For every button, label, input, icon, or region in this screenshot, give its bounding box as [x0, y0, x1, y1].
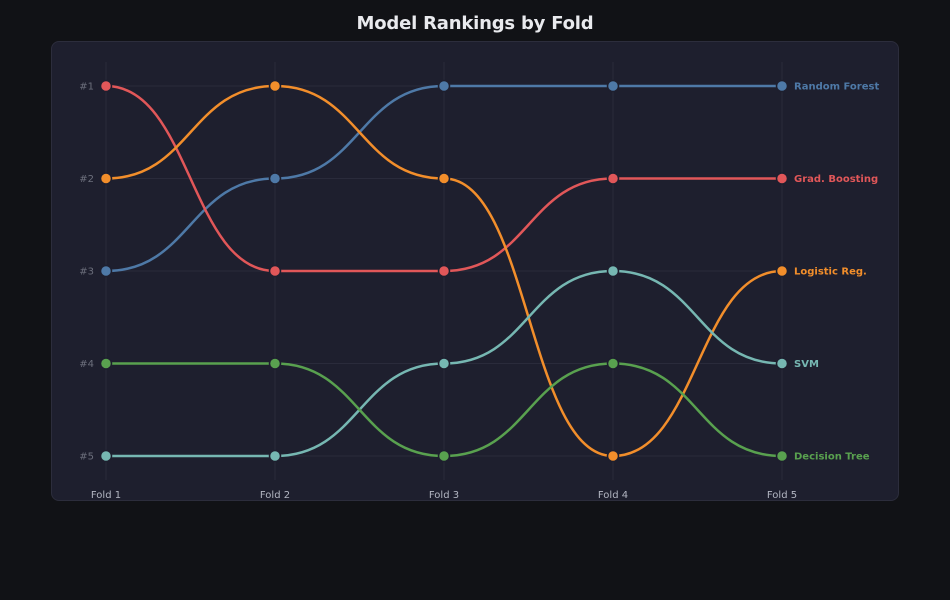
x-tick-label: Fold 1: [91, 490, 121, 501]
series-points: [99, 79, 789, 463]
data-point: [775, 449, 789, 463]
data-point: [268, 357, 282, 370]
y-tick-label: #2: [79, 174, 94, 185]
data-point: [437, 264, 451, 278]
x-tick-label: Fold 2: [260, 490, 290, 501]
data-point: [99, 264, 113, 278]
data-point: [775, 79, 789, 93]
series-end-label: Decision Tree: [794, 452, 870, 463]
data-point: [775, 357, 789, 370]
data-point: [606, 449, 620, 463]
series-end-label: Random Forest: [794, 82, 879, 93]
x-tick-label: Fold 3: [429, 490, 459, 501]
y-tick-label: #1: [79, 82, 94, 93]
data-point: [437, 357, 451, 370]
data-point: [437, 79, 451, 93]
data-point: [437, 449, 451, 463]
data-point: [268, 172, 282, 185]
series-end-label: Logistic Reg.: [794, 267, 867, 278]
series-line: [104, 269, 784, 458]
data-point: [99, 449, 113, 463]
data-point: [606, 264, 620, 278]
data-point: [268, 264, 282, 278]
data-point: [268, 79, 282, 93]
y-tick-label: #5: [79, 452, 94, 463]
data-point: [268, 449, 282, 463]
data-point: [606, 79, 620, 93]
data-point: [606, 357, 620, 370]
series-end-label: SVM: [794, 359, 819, 370]
data-point: [437, 172, 451, 185]
series-end-label: Grad. Boosting: [794, 174, 878, 185]
data-point: [99, 172, 113, 185]
x-tick-label: Fold 4: [598, 490, 628, 501]
x-tick-label: Fold 5: [767, 490, 797, 501]
data-point: [99, 79, 113, 93]
y-tick-label: #3: [79, 267, 94, 278]
series-line: [104, 84, 784, 458]
data-point: [99, 357, 113, 370]
series-line: [104, 362, 784, 458]
axis-labels: #1 #2 #3 #4 #5 Fold 1 Fold 2 Fold 3 Fold 4 Fold 5…: [79, 82, 879, 502]
data-point: [606, 172, 620, 185]
chart-title: Model Rankings by Fold: [356, 13, 594, 34]
data-point: [775, 264, 789, 278]
data-point: [775, 172, 789, 185]
y-tick-label: #4: [79, 359, 94, 370]
